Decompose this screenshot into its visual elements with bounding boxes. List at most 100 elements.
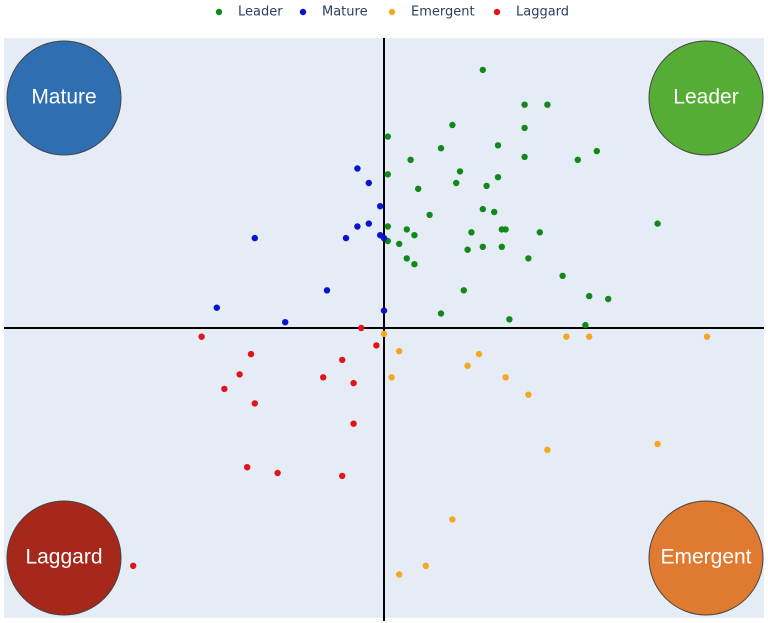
- point: [320, 374, 327, 381]
- point: [449, 516, 456, 523]
- point: [323, 287, 331, 294]
- point: [544, 101, 551, 108]
- point: [407, 156, 414, 163]
- point: [544, 446, 551, 453]
- legend-marker: [493, 8, 501, 16]
- point: [339, 472, 346, 480]
- quadrant-label: Leader: [673, 86, 738, 109]
- quadrant-badge: [648, 500, 764, 616]
- legend-marker: [299, 8, 307, 16]
- point: [251, 400, 258, 407]
- point: [274, 469, 281, 477]
- point: [403, 255, 410, 262]
- point: [502, 226, 509, 233]
- point: [373, 342, 380, 349]
- point: [236, 371, 243, 378]
- point: [354, 223, 361, 230]
- point: [247, 350, 255, 358]
- point: [605, 295, 612, 303]
- point: [339, 356, 346, 364]
- quadrant-badge: [6, 40, 122, 156]
- point: [282, 319, 289, 326]
- point: [460, 287, 467, 294]
- point: [342, 234, 350, 242]
- point: [350, 420, 357, 427]
- point: [415, 185, 422, 192]
- point: [654, 440, 661, 448]
- point: [593, 147, 600, 155]
- point: [464, 246, 471, 253]
- point: [384, 171, 391, 178]
- point: [464, 362, 471, 369]
- point: [358, 324, 365, 332]
- quadrant-label: Emergent: [660, 546, 751, 569]
- point: [213, 304, 220, 311]
- point: [483, 182, 490, 190]
- point: [479, 243, 486, 250]
- point: [468, 229, 475, 236]
- quadrant-badge: [6, 500, 122, 616]
- point: [536, 229, 543, 236]
- point: [198, 333, 205, 340]
- point: [479, 205, 486, 213]
- point: [654, 220, 661, 227]
- point: [221, 385, 228, 393]
- quadrant-badge: [648, 40, 764, 156]
- point: [396, 348, 403, 355]
- point: [586, 292, 593, 300]
- point: [130, 562, 137, 569]
- point: [475, 350, 483, 358]
- point: [380, 307, 388, 314]
- point: [449, 121, 456, 129]
- legend-label[interactable]: Emergent: [411, 5, 475, 20]
- point: [582, 321, 589, 329]
- point: [498, 243, 505, 250]
- legend-label[interactable]: Leader: [238, 5, 283, 20]
- point: [574, 156, 581, 163]
- legend-marker: [215, 8, 223, 16]
- point: [453, 179, 460, 187]
- point: [377, 203, 384, 210]
- point: [244, 464, 251, 471]
- point: [251, 234, 258, 242]
- point: [479, 66, 486, 74]
- point: [354, 165, 361, 172]
- quadrant-label: Laggard: [25, 546, 102, 569]
- point: [491, 208, 498, 216]
- point: [350, 379, 357, 387]
- point: [586, 333, 593, 340]
- point: [494, 142, 502, 149]
- point: [559, 272, 566, 279]
- legend-label[interactable]: Mature: [322, 5, 368, 20]
- point: [456, 168, 464, 175]
- point: [396, 571, 403, 578]
- point: [506, 316, 513, 323]
- point: [422, 562, 429, 569]
- point: [384, 223, 391, 230]
- point: [411, 232, 418, 239]
- point: [521, 101, 528, 108]
- point: [388, 374, 395, 381]
- point: [380, 234, 388, 242]
- point: [703, 333, 711, 340]
- point: [525, 391, 532, 398]
- point: [380, 330, 388, 337]
- point: [494, 174, 502, 181]
- point: [365, 179, 372, 187]
- point: [384, 133, 391, 140]
- point: [437, 145, 445, 152]
- legend-marker: [388, 8, 396, 16]
- point: [521, 153, 528, 161]
- legend-label[interactable]: Laggard: [516, 5, 569, 20]
- point: [563, 333, 570, 340]
- point: [437, 310, 445, 317]
- point: [411, 261, 418, 268]
- quadrant-label: Mature: [31, 86, 96, 109]
- point: [365, 220, 372, 227]
- point: [525, 255, 532, 262]
- point: [521, 124, 528, 132]
- point: [396, 240, 403, 248]
- point: [502, 374, 509, 381]
- point: [426, 211, 433, 219]
